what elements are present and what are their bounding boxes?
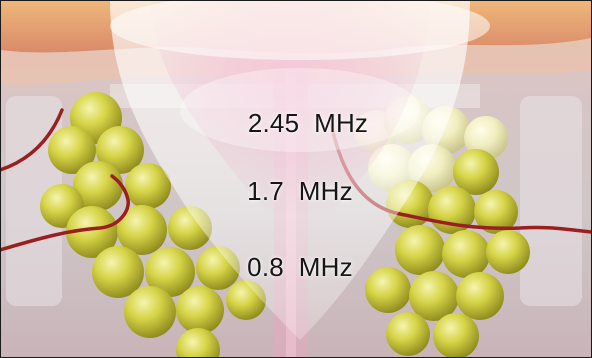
frequency-label-1-7-mhz: 1.7 MHz <box>247 176 353 206</box>
frequency-label-2-45-mhz: 2.45 MHz <box>247 108 369 138</box>
frequency-label-0-8-mhz: 0.8 MHz <box>247 252 353 282</box>
left-fat-cluster <box>40 92 266 358</box>
